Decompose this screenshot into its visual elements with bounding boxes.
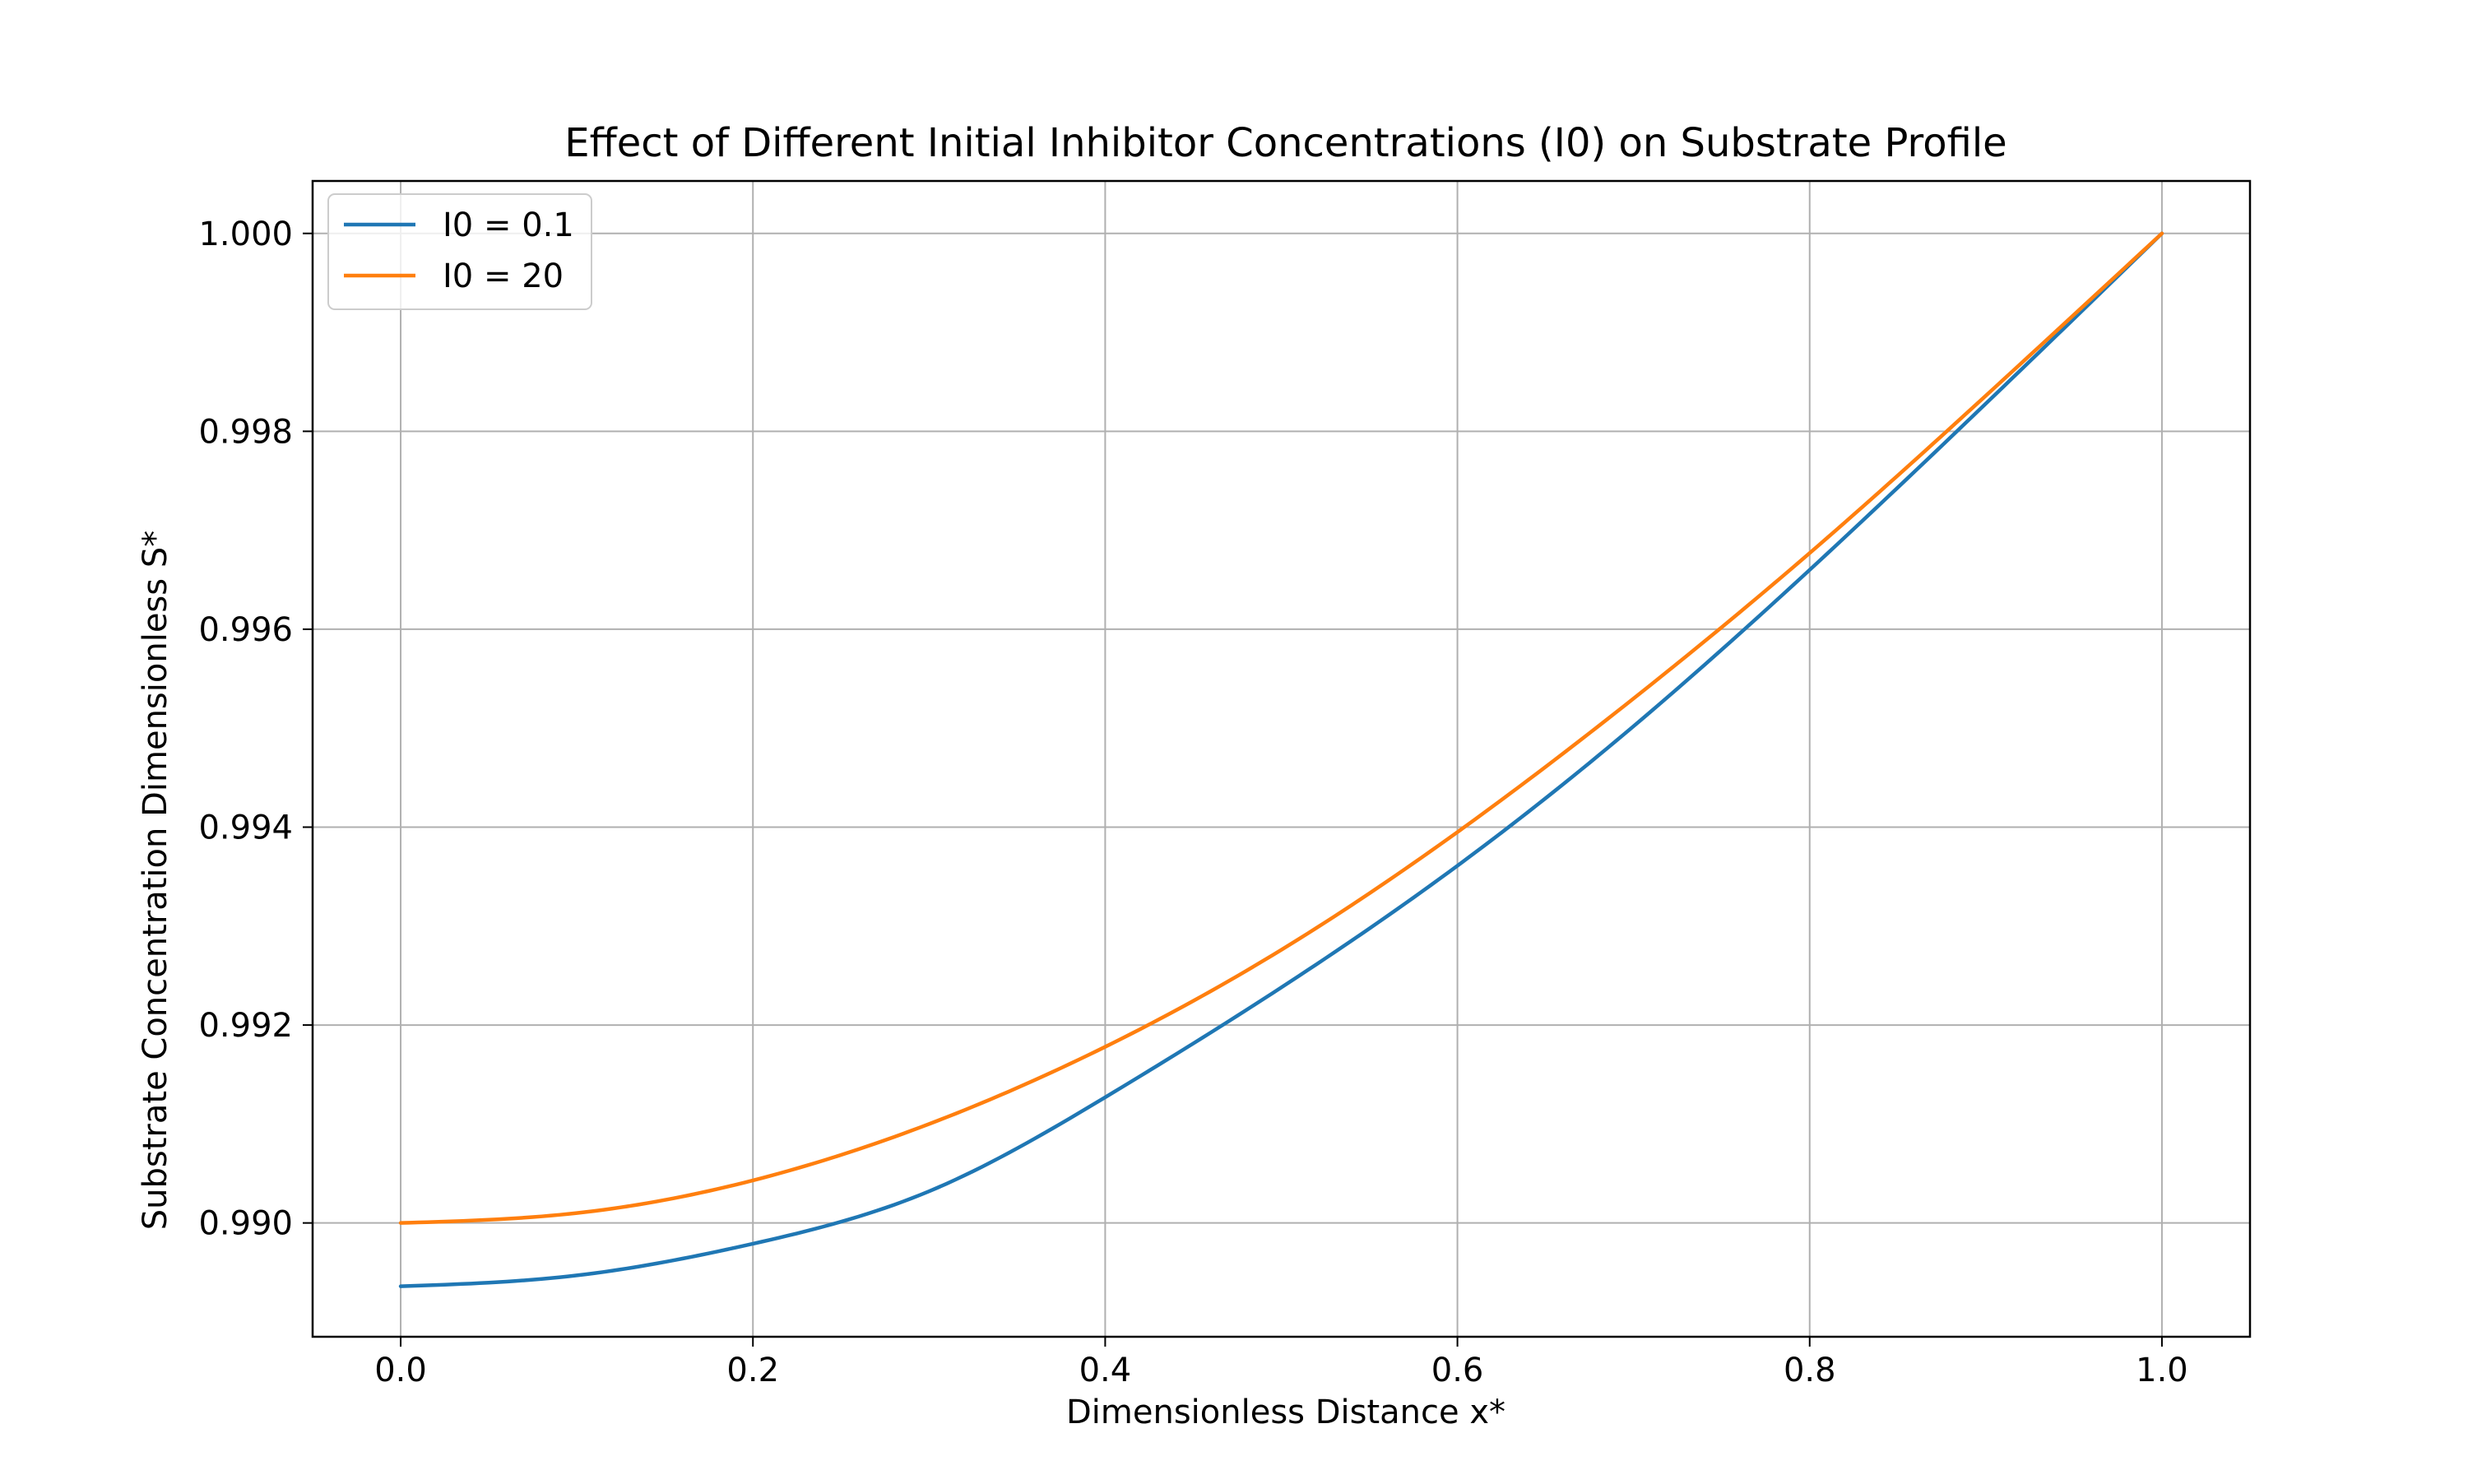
y-axis-label: Substrate Concentration Dimensionless S* xyxy=(137,531,174,1230)
x-tick-label: 0.0 xyxy=(374,1352,427,1389)
series-line-1 xyxy=(398,231,2164,1225)
x-tick-label: 0.2 xyxy=(726,1352,779,1389)
x-axis-ticks: 0.0 0.2 0.4 0.6 0.8 1.0 xyxy=(374,1337,2188,1389)
y-tick-label: 0.996 xyxy=(198,611,293,649)
legend-label-1: I0 = 20 xyxy=(443,257,564,295)
x-tick-label: 0.8 xyxy=(1784,1352,1836,1389)
series-lines xyxy=(398,231,2164,1288)
y-tick-label: 0.990 xyxy=(198,1205,293,1243)
legend: I0 = 0.1 I0 = 20 xyxy=(327,193,592,310)
x-tick-label: 1.0 xyxy=(2136,1352,2188,1389)
plot-area-frame xyxy=(311,179,2252,1338)
y-axis-ticks: 0.990 0.992 0.994 0.996 0.998 1.000 xyxy=(198,216,313,1243)
grid-lines xyxy=(313,181,2250,1337)
legend-label-0: I0 = 0.1 xyxy=(443,206,574,244)
x-tick-label: 0.6 xyxy=(1431,1352,1484,1389)
chart-title: Effect of Different Initial Inhibitor Co… xyxy=(564,120,2006,166)
x-axis-label: Dimensionless Distance x* xyxy=(1066,1394,1505,1431)
y-tick-label: 0.994 xyxy=(198,809,293,847)
y-tick-label: 1.000 xyxy=(198,216,293,253)
x-tick-label: 0.4 xyxy=(1079,1352,1132,1389)
y-tick-label: 0.998 xyxy=(198,413,293,451)
y-tick-label: 0.992 xyxy=(198,1007,293,1045)
series-line-0 xyxy=(398,231,2164,1288)
